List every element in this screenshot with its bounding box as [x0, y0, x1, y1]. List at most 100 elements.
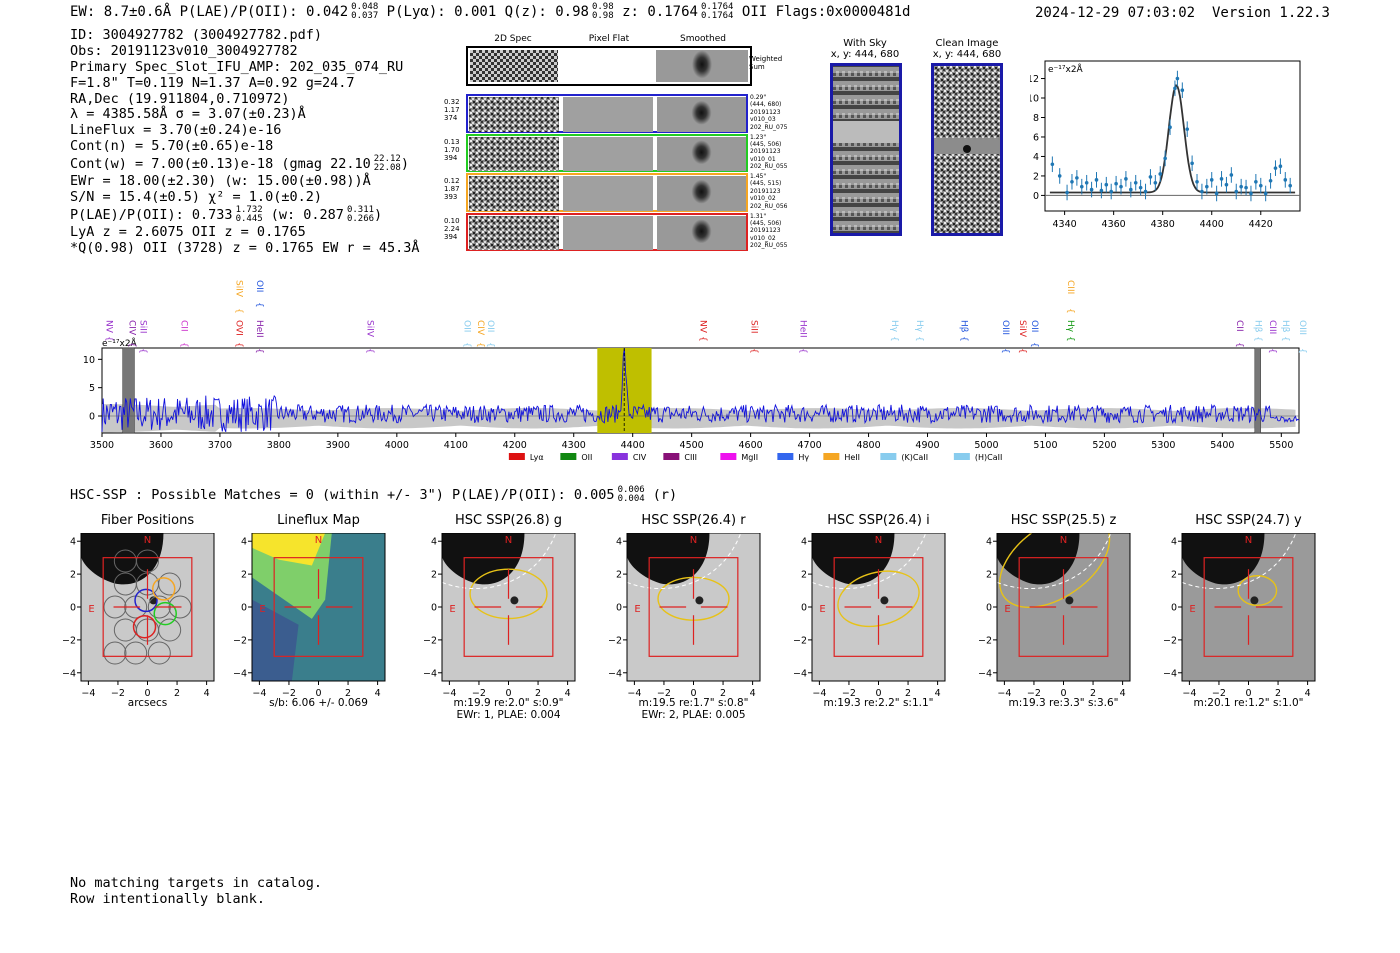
panel-x-tick-label: −4	[81, 688, 95, 699]
panel-x-tick-label: 4	[565, 688, 571, 699]
zoom-x-tick-label: 4340	[1053, 219, 1077, 230]
zoom-x-tick-label: 4400	[1200, 219, 1224, 230]
cutout-right-value: 1.23"	[750, 133, 767, 141]
emission-line-name: CII	[1234, 320, 1244, 332]
plae-sub: 0.037	[351, 11, 379, 21]
hsc-suffix: (r)	[644, 487, 678, 503]
cutout-left-value: 393	[444, 193, 458, 201]
emission-line-name: CIII	[1267, 320, 1277, 334]
panel-x-tick-label: −2	[842, 688, 856, 699]
cutout-left-value: 1.70	[444, 145, 460, 154]
bright-star-mask	[441, 533, 557, 589]
panel-y-tick-label: 0	[986, 603, 992, 614]
cutout-row-right-labels: 0.29" (444, 680) 20191123 v010_03 202_RU_075	[750, 94, 790, 131]
zoom-axes-frame	[1044, 60, 1301, 212]
bright-star-mask	[626, 533, 742, 589]
north-label: N	[1060, 535, 1067, 546]
east-label: E	[1004, 604, 1010, 615]
cutout-left-value: 0.12	[444, 177, 460, 185]
zoom-data-point	[1219, 171, 1224, 187]
cutout-right-value: 202_RU_055	[750, 163, 788, 171]
emission-line-label: OIII {	[1297, 320, 1307, 354]
target-source	[510, 596, 519, 605]
north-label: N	[315, 535, 322, 546]
cutout-row-right-labels: 1.31" (445, 506) 20191123 v010_02 202_RU_055	[750, 213, 790, 250]
zoom-point-marker	[1104, 182, 1109, 187]
spec-x-tick-label: 5300	[1151, 440, 1175, 451]
emission-line-bracket: {	[1267, 348, 1277, 354]
panel-x-tick-label: −4	[252, 688, 266, 699]
panel-y-tick-label: 2	[616, 570, 622, 581]
spec-x-tick-label: 3500	[90, 440, 114, 451]
info-plae-sub: 0.445	[235, 213, 263, 224]
panel-title: HSC SSP(26.4) r	[641, 513, 746, 528]
zoom-point-marker	[1283, 178, 1288, 182]
spec-x-tick-label: 5400	[1210, 440, 1234, 451]
east-label: E	[1189, 604, 1195, 615]
cutout-row-left-labels: 0.32 1.17 374	[444, 98, 464, 122]
zoom-data-point	[1094, 172, 1099, 188]
cutout-row-left-labels: 0.13 1.70 394	[444, 138, 464, 162]
zoom-y-tick-label: 12	[1030, 74, 1039, 85]
zoom-data-point	[1205, 178, 1209, 195]
emission-line-bracket: {	[914, 336, 924, 342]
panel-caption-line-2: EWr: 2, PLAE: 0.005	[641, 709, 746, 721]
emission-line-label: OII {	[1029, 320, 1039, 348]
cutout-left-value: 394	[444, 153, 458, 162]
emission-line-label: CIV {	[127, 320, 137, 348]
emission-line-bracket: {	[137, 348, 147, 354]
emission-line-label: NV {	[697, 320, 707, 342]
emission-line-name: SiII	[749, 320, 759, 334]
info-lineflux: LineFlux = 3.70(±0.24)e-16	[70, 122, 282, 139]
cutout-row	[466, 212, 748, 251]
cutout-left-value: 374	[444, 114, 458, 122]
cutout-smoothed	[657, 176, 746, 211]
panel-caption-line-1: m:19.9 re:2.0" s:0.9"	[453, 697, 564, 709]
emission-line-bracket: {	[1065, 336, 1075, 342]
zoom-data-point	[1209, 172, 1214, 188]
spec-legend-swatch	[880, 453, 897, 460]
fiber-circle	[158, 572, 182, 596]
panel-caption: m:19.5 re:1.7" s:0.8" EWr: 2, PLAE: 0.005	[607, 697, 780, 721]
col-title-smoothed: Smoothed	[680, 34, 726, 44]
zoom-point-marker	[1109, 189, 1114, 194]
emission-line-bracket: {	[1297, 348, 1307, 354]
cutout-row-left-labels: 0.10 2.24 394	[444, 217, 464, 241]
info-obs: Obs: 20191123v010_3004927782	[70, 42, 298, 59]
zoom-data-point	[1104, 176, 1109, 193]
panel-x-tick-label: 0	[1245, 688, 1251, 699]
emission-line-name: CII	[179, 320, 189, 332]
panel-y-tick-label: −2	[978, 635, 992, 646]
zoom-point-marker	[1239, 184, 1243, 189]
emission-line-bracket: {	[104, 336, 114, 342]
panel-y-tick-label: −2	[62, 635, 76, 646]
weighted-smoothed	[656, 50, 748, 82]
panel-y-tick-label: 4	[1171, 537, 1177, 548]
cutout-smoothed	[657, 136, 746, 171]
panel-y-tick-label: −4	[423, 668, 437, 679]
panel-caption: m:19.3 re:3.3" s:3.6"	[977, 697, 1150, 709]
panel-y-tick-label: −2	[233, 635, 247, 646]
emission-line-bracket: {	[485, 342, 495, 348]
zoom-data-point	[1224, 176, 1229, 193]
spec-x-tick-label: 4300	[562, 440, 586, 451]
emission-line-name: NV	[697, 320, 707, 334]
zoom-data-point	[1129, 181, 1133, 198]
emission-line-label: OIII {	[1000, 320, 1010, 354]
panel-x-tick-label: 4	[204, 688, 210, 699]
cutout-2d-spec	[469, 215, 559, 250]
spec-legend-label: OII	[581, 453, 592, 462]
zoom-data-point	[1180, 82, 1185, 99]
zoom-data-point	[1244, 179, 1248, 196]
plae-sup: 0.048	[351, 2, 379, 12]
target-source	[695, 596, 704, 605]
emission-line-bracket: {	[1252, 336, 1262, 342]
spec-x-tick-label: 5100	[1033, 440, 1057, 451]
panel-y-tick-label: 4	[986, 537, 992, 548]
panel-x-tick-label: 0	[875, 688, 881, 699]
info-lya: LyA z = 2.6075 OII z = 0.1765	[70, 223, 306, 240]
hsc-matches-text: HSC-SSP : Possible Matches = 0 (within +…	[70, 487, 615, 503]
emission-line-bracket: {	[254, 302, 264, 308]
cutout-row-right-labels: 1.23" (445, 506) 20191123 v010_01 202_RU_055	[750, 134, 790, 171]
emission-line-label: OII {	[485, 320, 495, 348]
